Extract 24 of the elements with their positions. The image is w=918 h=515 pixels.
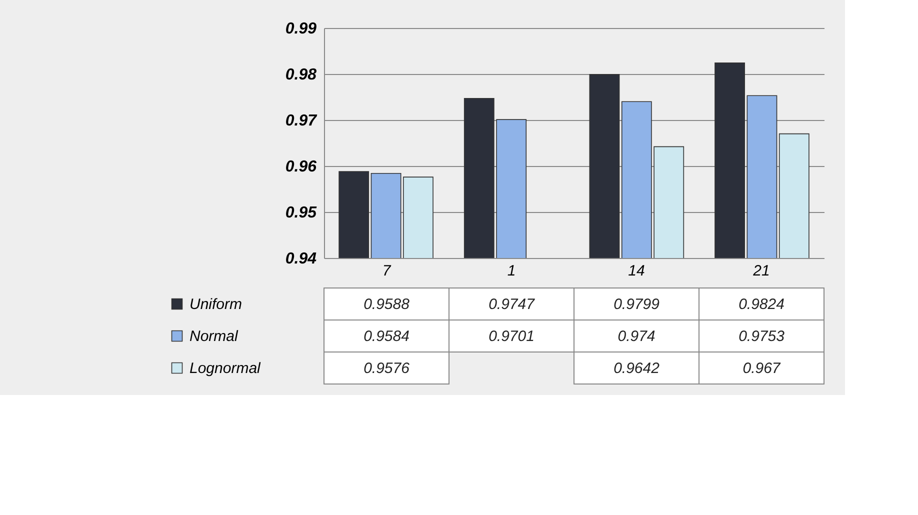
legend-label: Lognormal: [190, 360, 262, 377]
x-tick-label: 1: [507, 262, 516, 280]
data-label: 0.9753: [738, 328, 786, 345]
y-tick-label: 0.97: [285, 112, 318, 130]
y-tick-label: 0.98: [285, 66, 317, 84]
legend-label: Uniform: [190, 296, 242, 313]
data-label: 0.9642: [614, 360, 660, 377]
data-label: 0.9824: [738, 296, 784, 313]
data-label: 0.9576: [364, 360, 410, 377]
legend-label: Normal: [190, 328, 239, 345]
y-tick-label: 0.94: [285, 250, 317, 268]
data-label: 0.9747: [488, 296, 536, 313]
x-tick-label: 14: [628, 262, 645, 280]
y-tick-label: 0.99: [285, 20, 317, 38]
data-label: 0.9588: [364, 296, 410, 313]
data-label: 0.974: [618, 328, 656, 345]
x-tick-label: 21: [752, 262, 770, 280]
data-label: 0.967: [742, 360, 781, 377]
y-tick-label: 0.95: [285, 204, 318, 222]
data-label: 0.9701: [488, 328, 534, 345]
data-label: 0.9584: [364, 328, 410, 345]
y-tick-label: 0.96: [285, 158, 317, 176]
x-tick-label: 7: [382, 262, 392, 280]
data-label: 0.9799: [614, 296, 660, 313]
